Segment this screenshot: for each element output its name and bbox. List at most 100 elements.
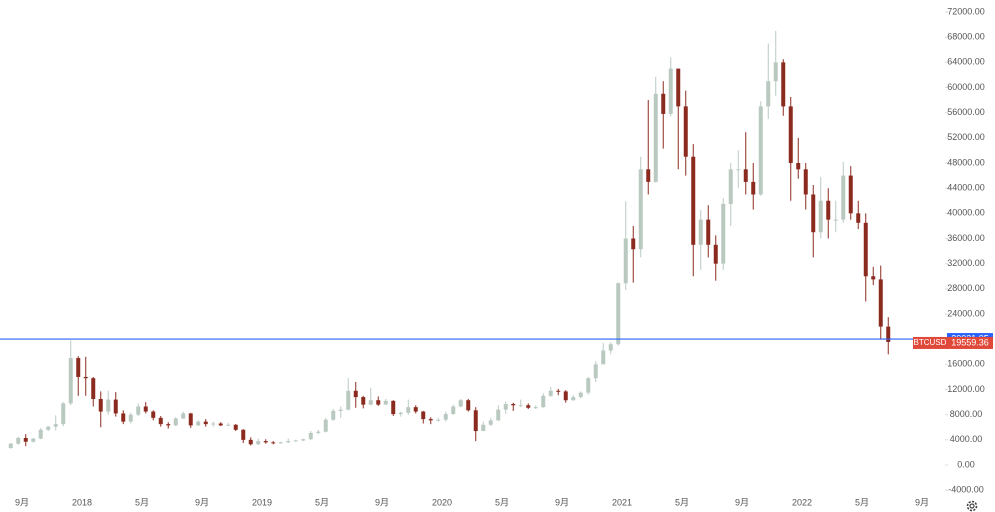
candle-body [661, 93, 666, 114]
candle-body [241, 429, 246, 440]
candle-body [421, 411, 426, 420]
y-tick-label: 40000.00 [947, 208, 985, 218]
candle-body [271, 442, 276, 444]
symbol-label-bg [913, 336, 947, 349]
candle-body [173, 418, 178, 426]
y-tick-label: 0.00 [957, 459, 975, 469]
candle-body [331, 410, 336, 420]
candle-body [518, 405, 523, 407]
candle-body [293, 440, 298, 442]
candle-body [278, 442, 283, 444]
candle-body [211, 423, 216, 425]
candle-body [488, 420, 493, 425]
candle-body [83, 376, 88, 379]
candle-body [848, 175, 853, 214]
candle-body [436, 419, 441, 421]
candle-body [376, 400, 381, 405]
y-tick-label: 16000.00 [947, 359, 985, 369]
x-tick-label: 9月 [915, 497, 929, 507]
candle-body [578, 392, 583, 398]
candle-body [601, 350, 606, 365]
candle-body [788, 106, 793, 164]
candle-body [871, 276, 876, 280]
candle-body [263, 441, 268, 443]
candle-body [698, 219, 703, 245]
x-tick-label: 9月 [735, 497, 749, 507]
candle-body [136, 406, 141, 415]
candle-body [818, 200, 823, 233]
candle-body [413, 407, 418, 412]
y-tick-label: 24000.00 [947, 308, 985, 318]
candle-body [8, 443, 13, 449]
candle-body [833, 219, 838, 221]
candle-body [301, 439, 306, 441]
candle-body [233, 424, 238, 430]
candle-body [533, 407, 538, 409]
x-tick-label: 2021 [612, 497, 632, 507]
x-tick-label: 5月 [675, 497, 689, 507]
candle-body [338, 409, 343, 411]
candle-body [16, 437, 21, 444]
candle-body [143, 406, 148, 412]
symbol-label: BTCUSD [914, 338, 947, 347]
candle-body [473, 410, 478, 432]
y-tick-label: 64000.00 [947, 57, 985, 67]
x-tick-label: 2020 [432, 497, 452, 507]
y-tick-label: 60000.00 [947, 82, 985, 92]
candle-body [571, 397, 576, 401]
candle-body [91, 378, 96, 399]
candle-body [443, 414, 448, 420]
candle-body [496, 409, 501, 421]
settings-icon[interactable] [966, 500, 978, 512]
candle-body [196, 421, 201, 426]
candle-body [188, 413, 193, 426]
x-tick-label: 5月 [855, 497, 869, 507]
candle-body [391, 400, 396, 415]
candle-body [796, 163, 801, 170]
candle-body [76, 358, 81, 377]
candle-body [811, 194, 816, 233]
candle-body [68, 358, 73, 404]
candle-body [743, 169, 748, 182]
y-tick-label: 28000.00 [947, 283, 985, 293]
y-tick-label: 36000.00 [947, 233, 985, 243]
x-tick-label: 5月 [495, 497, 509, 507]
candle-body [878, 279, 883, 327]
candle-body [556, 390, 561, 392]
candle-body [826, 200, 831, 220]
candle-body [676, 68, 681, 107]
candle-body [308, 432, 313, 440]
candle-body [98, 398, 103, 412]
y-tick-label: 44000.00 [947, 183, 985, 193]
candle-body [541, 395, 546, 408]
y-tick-label: 72000.00 [947, 6, 985, 16]
y-tick-label: -4000.00 [948, 485, 984, 495]
candle-body [773, 62, 778, 82]
candle-body [38, 429, 43, 439]
candle-body [526, 405, 531, 408]
candle-body [398, 412, 403, 415]
candle-body [586, 378, 591, 393]
y-tick-label: 56000.00 [947, 107, 985, 117]
candle-body [128, 414, 133, 422]
candle-body [218, 423, 223, 426]
y-tick-label: 8000.00 [950, 409, 983, 419]
candle-body [106, 399, 111, 412]
candle-body [346, 390, 351, 410]
candle-body [646, 169, 651, 182]
x-tick-label: 9月 [555, 497, 569, 507]
last-price: 19559.36 [951, 337, 989, 347]
candle-body [503, 403, 508, 410]
candle-body [451, 406, 456, 415]
candle-body [563, 391, 568, 401]
candle-body [721, 203, 726, 264]
candle-body [286, 441, 291, 443]
candle-body [466, 400, 471, 411]
candle-body [766, 81, 771, 107]
candle-body [323, 419, 328, 432]
candle-body [113, 399, 118, 414]
x-tick-label: 5月 [315, 497, 329, 507]
x-tick-label: 9月 [15, 497, 29, 507]
